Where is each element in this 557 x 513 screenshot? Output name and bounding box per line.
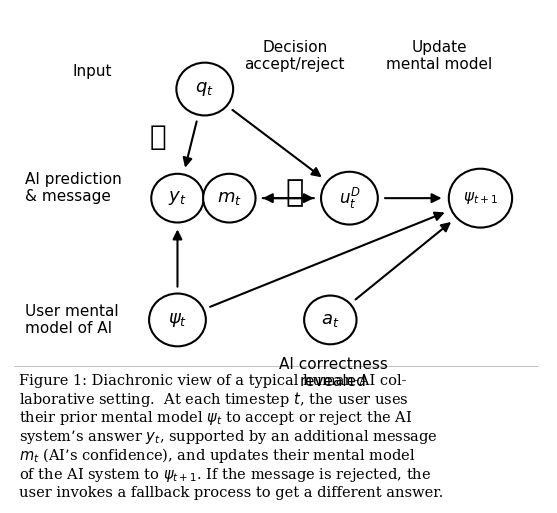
- Text: $\psi_t$: $\psi_t$: [168, 311, 187, 329]
- Text: AI correctness
revealed: AI correctness revealed: [278, 357, 388, 389]
- Text: system’s answer $y_t$, supported by an additional message: system’s answer $y_t$, supported by an a…: [19, 428, 438, 446]
- Text: $u_t^D$: $u_t^D$: [339, 186, 360, 211]
- Text: AI prediction
& message: AI prediction & message: [25, 172, 121, 204]
- Circle shape: [449, 169, 512, 228]
- Text: Figure 1: Diachronic view of a typical human-AI col-: Figure 1: Diachronic view of a typical h…: [19, 374, 407, 388]
- Text: 🧑: 🧑: [286, 179, 304, 208]
- Text: their prior mental model $\psi_t$ to accept or reject the AI: their prior mental model $\psi_t$ to acc…: [19, 409, 413, 427]
- Text: $y_t$: $y_t$: [168, 189, 187, 207]
- Circle shape: [321, 172, 378, 225]
- Text: $m_t$ (AI’s confidence), and updates their mental model: $m_t$ (AI’s confidence), and updates the…: [19, 446, 416, 465]
- Circle shape: [149, 293, 206, 346]
- Text: $m_t$: $m_t$: [217, 189, 242, 207]
- Circle shape: [203, 174, 256, 223]
- Text: Input: Input: [72, 64, 112, 79]
- Text: User mental
model of AI: User mental model of AI: [25, 304, 118, 336]
- Text: $a_t$: $a_t$: [321, 311, 340, 329]
- Text: Update
mental model: Update mental model: [387, 40, 492, 72]
- Text: user invokes a fallback process to get a different answer.: user invokes a fallback process to get a…: [19, 486, 443, 501]
- Circle shape: [304, 295, 356, 344]
- Circle shape: [177, 63, 233, 115]
- Text: $\psi_{t+1}$: $\psi_{t+1}$: [463, 190, 498, 206]
- Text: laborative setting.  At each timestep $t$, the user uses: laborative setting. At each timestep $t$…: [19, 390, 409, 409]
- Text: $q_t$: $q_t$: [196, 80, 214, 98]
- Text: of the AI system to $\psi_{t+1}$. If the message is rejected, the: of the AI system to $\psi_{t+1}$. If the…: [19, 466, 431, 484]
- Text: 🤖: 🤖: [150, 123, 167, 151]
- Text: Decision
accept/reject: Decision accept/reject: [245, 40, 345, 72]
- Circle shape: [152, 174, 204, 223]
